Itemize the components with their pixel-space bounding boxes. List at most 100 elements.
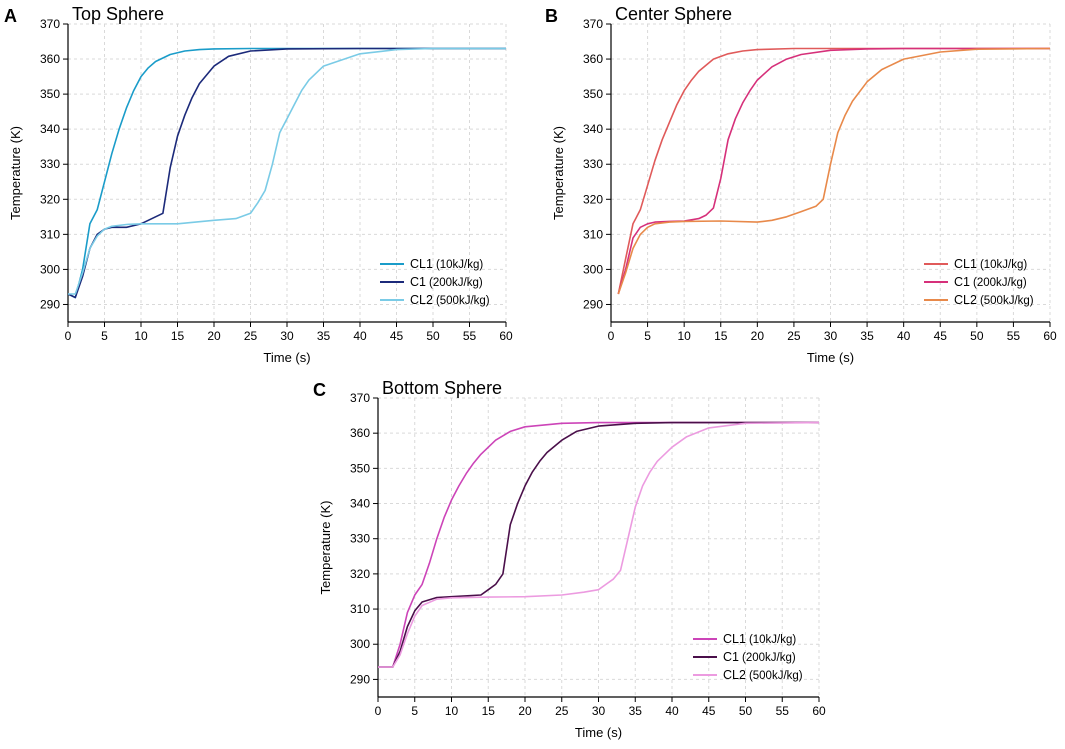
x-tick-label: 50 [426,329,440,343]
series-line-cl1 [378,421,819,668]
legend-label-c1: C1 (200kJ/kg) [954,275,1027,289]
x-tick-label: 10 [677,329,691,343]
legend-label-cl2: CL2 (500kJ/kg) [723,668,803,682]
chart-title: Bottom Sphere [382,378,502,398]
legend-series-name: C1 [723,650,739,664]
x-tick-label: 5 [411,704,418,718]
series-line-cl1 [68,47,506,299]
y-tick-label: 360 [40,52,60,66]
x-tick-label: 25 [555,704,569,718]
y-tick-label: 350 [350,461,370,475]
chart-B: 0 5 10 15 20 25 30 35 40 45 50 55 60 290 300 310 320 330 3… [545,4,1057,365]
y-tick-label: 300 [40,262,60,276]
y-tick-label: 300 [583,262,603,276]
y-tick-label: 290 [583,297,603,311]
x-tick-label: 60 [499,329,513,343]
legend-label-cl1: CL1 (10kJ/kg) [723,632,796,646]
legend-series-note: (500kJ/kg) [749,670,803,682]
legend-label-c1: C1 (200kJ/kg) [410,275,483,289]
y-tick-label: 360 [350,426,370,440]
y-tick-label: 310 [40,227,60,241]
x-axis-label: Time (s) [263,350,310,365]
y-tick-label: 360 [583,52,603,66]
x-tick-label: 35 [317,329,331,343]
x-tick-label: 45 [934,329,948,343]
x-tick-label: 45 [702,704,716,718]
legend-series-note: (10kJ/kg) [436,259,483,271]
series-line-c1 [378,421,819,668]
y-tick-label: 330 [350,532,370,546]
legend-series-note: (200kJ/kg) [973,277,1027,289]
x-tick-label: 10 [134,329,148,343]
y-tick-label: 290 [40,297,60,311]
legend-series-name: CL1 [723,632,746,646]
legend-label-cl2: CL2 (500kJ/kg) [410,293,490,307]
x-tick-label: 30 [824,329,838,343]
x-tick-label: 20 [751,329,765,343]
panel-letter: A [4,6,17,26]
legend-series-name: CL2 [410,293,433,307]
x-tick-label: 0 [608,329,615,343]
x-tick-label: 45 [390,329,404,343]
legend-series-name: C1 [954,275,970,289]
legend-series-name: CL1 [954,257,977,271]
legend-label-cl1: CL1 (10kJ/kg) [410,257,483,271]
legend-series-note: (200kJ/kg) [742,652,796,664]
x-tick-label: 25 [244,329,258,343]
x-tick-label: 30 [592,704,606,718]
y-tick-label: 340 [40,122,60,136]
y-tick-label: 310 [583,227,603,241]
x-tick-label: 35 [860,329,874,343]
x-tick-label: 0 [65,329,72,343]
y-tick-label: 330 [40,157,60,171]
chart-C: 0 5 10 15 20 25 30 35 40 45 50 55 60 290 300 310 320 330 3… [313,378,826,740]
x-tick-label: 10 [445,704,459,718]
x-tick-label: 60 [1043,329,1057,343]
legend-series-note: (10kJ/kg) [749,634,796,646]
x-tick-label: 25 [787,329,801,343]
y-axis-label: Temperature (K) [318,501,333,595]
chart-A: 0 5 10 15 20 25 30 35 40 45 50 55 60 290 300 310 320 330 3… [4,4,513,365]
y-tick-label: 340 [583,122,603,136]
y-tick-label: 330 [583,157,603,171]
x-tick-label: 35 [629,704,643,718]
x-tick-label: 50 [970,329,984,343]
legend-series-note: (500kJ/kg) [436,295,490,307]
y-tick-label: 290 [350,672,370,686]
y-tick-label: 350 [40,87,60,101]
y-tick-label: 370 [350,391,370,405]
y-axis-label: Temperature (K) [8,126,23,220]
y-tick-label: 320 [350,567,370,581]
y-tick-label: 350 [583,87,603,101]
x-tick-label: 55 [776,704,790,718]
y-axis-label: Temperature (K) [551,126,566,220]
legend-label-c1: C1 (200kJ/kg) [723,650,796,664]
x-tick-label: 30 [280,329,294,343]
y-tick-label: 310 [350,602,370,616]
series-line-cl2 [617,47,1050,295]
x-tick-label: 40 [665,704,679,718]
legend-series-note: (500kJ/kg) [980,295,1034,307]
y-tick-label: 370 [40,17,60,31]
x-tick-label: 40 [897,329,911,343]
legend-series-note: (10kJ/kg) [980,259,1027,271]
series-line-c1 [617,47,1050,295]
legend-series-name: CL2 [954,293,977,307]
x-tick-label: 15 [482,704,496,718]
x-tick-label: 55 [463,329,477,343]
x-tick-label: 20 [207,329,221,343]
legend-label-cl1: CL1 (10kJ/kg) [954,257,1027,271]
y-tick-label: 320 [583,192,603,206]
panel-letter: C [313,380,326,400]
x-tick-label: 5 [644,329,651,343]
x-tick-label: 15 [714,329,728,343]
legend-label-cl2: CL2 (500kJ/kg) [954,293,1034,307]
y-tick-label: 300 [350,637,370,651]
series-line-cl2 [378,421,819,668]
x-tick-label: 0 [375,704,382,718]
x-tick-label: 15 [171,329,185,343]
x-tick-label: 50 [739,704,753,718]
legend-series-name: CL2 [723,668,746,682]
series-line-cl2 [68,47,506,295]
x-tick-label: 5 [101,329,108,343]
